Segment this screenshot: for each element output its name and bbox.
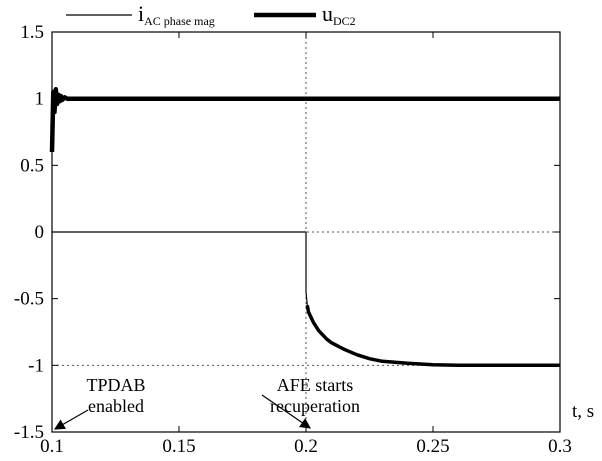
x-tick-label: 0.2 [294,436,318,457]
x-axis-label: t, s [572,401,594,422]
legend: iAC phase mag uDC2 [66,1,356,28]
y-tick-label: -0.5 [14,289,44,310]
x-tick-label: 0.3 [548,436,572,457]
y-tick-label: 1.5 [20,22,44,43]
annotation-afe-line2: recuperation [270,396,360,416]
legend-label-main: u [322,1,333,26]
legend-label-main: i [138,1,144,26]
axis-ticks: 0.1 0.15 0.2 0.25 0.3 1.5 1 0.5 0 -0.5 -1 -1.5 [14,22,572,457]
y-tick-label: 1 [35,89,45,110]
y-tick-label: -1 [28,355,44,376]
x-tick-label: 0.15 [162,436,195,457]
legend-label-i-ac: iAC phase mag [138,1,215,28]
legend-label-u-dc2: uDC2 [322,1,356,28]
y-tick-label: 0 [35,222,45,243]
annotation-tpdab-line2: enabled [88,396,144,416]
y-tick-label: -1.5 [14,422,44,443]
legend-label-sub: DC2 [333,14,356,28]
series-line-u-dc2 [49,87,560,153]
legend-label-sub: AC phase mag [144,14,215,28]
y-tick-label: 0.5 [20,155,44,176]
series-lines [49,87,560,368]
annotation-tpdab-line1: TPDAB [86,375,145,395]
annotation-arrow-tpdab [53,409,89,430]
series-line-i-ac-band [305,304,560,368]
annotation-arrow-afe [261,394,311,429]
x-tick-label: 0.1 [40,436,64,457]
x-tick-label: 0.25 [416,436,449,457]
annotation-afe-line1: AFE starts [277,375,354,395]
